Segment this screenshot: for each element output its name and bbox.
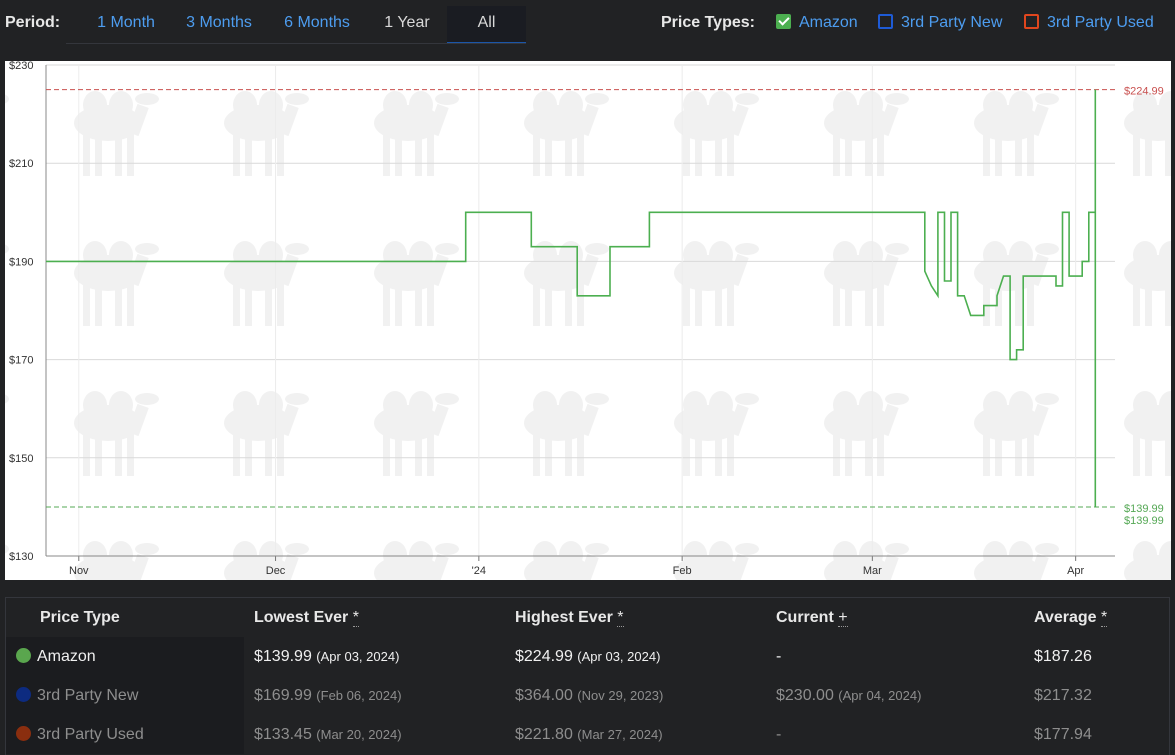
current-price-label: $139.99 xyxy=(1124,515,1164,527)
header-highest-ever-text: Highest Ever xyxy=(515,609,613,626)
header-average: Average * xyxy=(1034,598,1108,637)
3rd-party-used-dot-icon xyxy=(16,726,31,741)
reference-line-label: $224.99 xyxy=(1124,86,1164,98)
x-tick-label: Feb xyxy=(673,565,692,577)
price-type-3rd-party-used-toggle[interactable]: 3rd Party Used xyxy=(1024,14,1154,32)
current-cell: - xyxy=(776,637,781,676)
lowest-date: (Apr 03, 2024) xyxy=(316,649,400,664)
price-type-name: 3rd Party Used xyxy=(37,726,144,743)
header-highest-ever: Highest Ever * xyxy=(515,598,624,637)
price-type-cell: 3rd Party Used xyxy=(6,715,244,754)
lowest-date: (Mar 20, 2024) xyxy=(316,727,402,742)
checkbox-checked-icon[interactable] xyxy=(776,14,791,29)
amazon-dot-icon xyxy=(16,648,31,663)
current-price: - xyxy=(776,648,782,665)
y-tick-label: $150 xyxy=(9,453,33,465)
header-average-mark: * xyxy=(1101,609,1108,627)
period-divider xyxy=(66,43,526,44)
highest-price: $224.99 xyxy=(515,648,573,665)
highest-date: (Apr 03, 2024) xyxy=(577,649,661,664)
y-tick-label: $170 xyxy=(9,355,33,367)
price-history-chart[interactable]: $130 $150 $170 $190 $210 $230 Nov Dec '24 Feb Mar A… xyxy=(5,61,1171,580)
checkbox-unchecked-icon[interactable] xyxy=(1024,14,1039,29)
price-type-name: 3rd Party New xyxy=(37,687,139,704)
header-lowest-ever: Lowest Ever * xyxy=(254,598,359,637)
price-type-3rd-party-used-label: 3rd Party Used xyxy=(1047,14,1154,31)
average-cell: $177.94 xyxy=(1034,726,1092,743)
camel-watermark xyxy=(5,61,1171,580)
reference-line-label: $139.99 xyxy=(1124,503,1164,515)
current-price: - xyxy=(776,726,782,743)
current-cell: - xyxy=(776,715,781,754)
current-price: $230.00 xyxy=(776,687,834,704)
price-type-amazon-toggle[interactable]: Amazon xyxy=(776,14,858,32)
average-cell: $187.26 xyxy=(1034,648,1092,665)
y-tick-label: $130 xyxy=(9,551,33,563)
header-price-type: Price Type xyxy=(40,609,120,626)
lowest-ever-cell: $133.45 (Mar 20, 2024) xyxy=(254,715,402,754)
period-tab-1-month[interactable]: 1 Month xyxy=(97,14,155,31)
3rd-party-new-dot-icon xyxy=(16,687,31,702)
highest-price: $221.80 xyxy=(515,726,573,743)
average-cell: $217.32 xyxy=(1034,687,1092,704)
x-tick-label: Mar xyxy=(863,565,882,577)
highest-date: (Mar 27, 2024) xyxy=(577,727,663,742)
highest-date: (Nov 29, 2023) xyxy=(577,688,664,703)
price-type-3rd-party-new-toggle[interactable]: 3rd Party New xyxy=(878,14,1002,32)
top-bar: Period: 1 Month 3 Months 6 Months 1 Year… xyxy=(0,0,1175,46)
x-tick-label: Dec xyxy=(266,565,286,577)
highest-ever-cell: $221.80 (Mar 27, 2024) xyxy=(515,715,663,754)
x-tick-label: Nov xyxy=(69,565,89,577)
x-tick-label: Apr xyxy=(1067,565,1084,577)
price-types-label: Price Types: xyxy=(661,14,755,31)
period-tab-all[interactable]: All xyxy=(447,6,526,44)
x-tick-label: '24 xyxy=(472,565,486,577)
header-lowest-ever-mark: * xyxy=(352,609,359,627)
header-current-text: Current xyxy=(776,609,834,626)
table-row: 3rd Party Used $133.45 (Mar 20, 2024) $2… xyxy=(6,715,1169,754)
header-current: Current + xyxy=(776,598,848,637)
table-row: Amazon $139.99 (Apr 03, 2024) $224.99 (A… xyxy=(6,637,1169,676)
price-type-3rd-party-new-label: 3rd Party New xyxy=(901,14,1003,31)
highest-ever-cell: $364.00 (Nov 29, 2023) xyxy=(515,676,663,715)
current-cell: $230.00 (Apr 04, 2024) xyxy=(776,676,921,715)
period-tab-3-months[interactable]: 3 Months xyxy=(186,14,252,31)
lowest-price: $169.99 xyxy=(254,687,312,704)
highest-ever-cell: $224.99 (Apr 03, 2024) xyxy=(515,637,660,676)
chart-svg: $130 $150 $170 $190 $210 $230 Nov Dec '24 Feb Mar A… xyxy=(5,61,1171,580)
header-current-mark: + xyxy=(838,609,848,627)
lowest-ever-cell: $139.99 (Apr 03, 2024) xyxy=(254,637,399,676)
lowest-price: $139.99 xyxy=(254,648,312,665)
lowest-price: $133.45 xyxy=(254,726,312,743)
period-label: Period: xyxy=(5,14,61,31)
price-type-name: Amazon xyxy=(37,648,96,665)
lowest-date: (Feb 06, 2024) xyxy=(316,688,402,703)
table-header-row: Price Type Lowest Ever * Highest Ever * … xyxy=(6,598,1169,637)
y-tick-label: $190 xyxy=(9,256,33,268)
price-type-cell: 3rd Party New xyxy=(6,676,244,715)
price-type-cell: Amazon xyxy=(6,637,244,676)
y-tick-label: $210 xyxy=(9,158,33,170)
price-type-amazon-label: Amazon xyxy=(799,14,858,31)
header-lowest-ever-text: Lowest Ever xyxy=(254,609,349,626)
amazon-price-line xyxy=(46,89,1097,507)
period-tab-1-year[interactable]: 1 Year xyxy=(384,14,430,31)
table-row: 3rd Party New $169.99 (Feb 06, 2024) $36… xyxy=(6,676,1169,715)
checkbox-unchecked-icon[interactable] xyxy=(878,14,893,29)
highest-price: $364.00 xyxy=(515,687,573,704)
current-date: (Apr 04, 2024) xyxy=(838,688,922,703)
lowest-ever-cell: $169.99 (Feb 06, 2024) xyxy=(254,676,402,715)
price-summary-table: Price Type Lowest Ever * Highest Ever * … xyxy=(5,597,1170,755)
header-average-text: Average xyxy=(1034,609,1097,626)
period-tab-6-months[interactable]: 6 Months xyxy=(284,14,350,31)
header-highest-ever-mark: * xyxy=(617,609,624,627)
y-tick-label: $230 xyxy=(9,61,33,72)
